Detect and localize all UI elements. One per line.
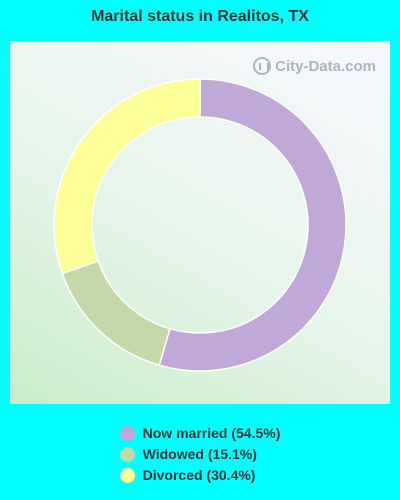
legend: Now married (54.5%) Widowed (15.1%) Divorc… (0, 423, 400, 485)
legend-swatch (119, 446, 135, 462)
legend-label: Divorced (30.4%) (142, 467, 256, 483)
city-data-logo-icon (253, 57, 272, 75)
chart-title: Marital status in Realitos, TX (91, 8, 309, 25)
plot-area: City-Data.com (10, 41, 390, 404)
legend-label: Now married (54.5%) (142, 425, 281, 441)
watermark: City-Data.com (253, 57, 376, 75)
legend-swatch (119, 467, 135, 483)
legend-item-2: Divorced (30.4%) (119, 465, 281, 485)
donut-slice-1 (61, 259, 171, 367)
donut-slice-0 (158, 78, 347, 372)
legend-label: Widowed (15.1%) (142, 446, 257, 462)
watermark-text: City-Data.com (275, 57, 376, 75)
legend-item-0: Now married (54.5%) (119, 423, 281, 443)
legend-item-1: Widowed (15.1%) (119, 444, 281, 464)
legend-swatch (119, 425, 135, 441)
donut-chart (53, 78, 347, 372)
donut-slice-2 (53, 78, 201, 275)
